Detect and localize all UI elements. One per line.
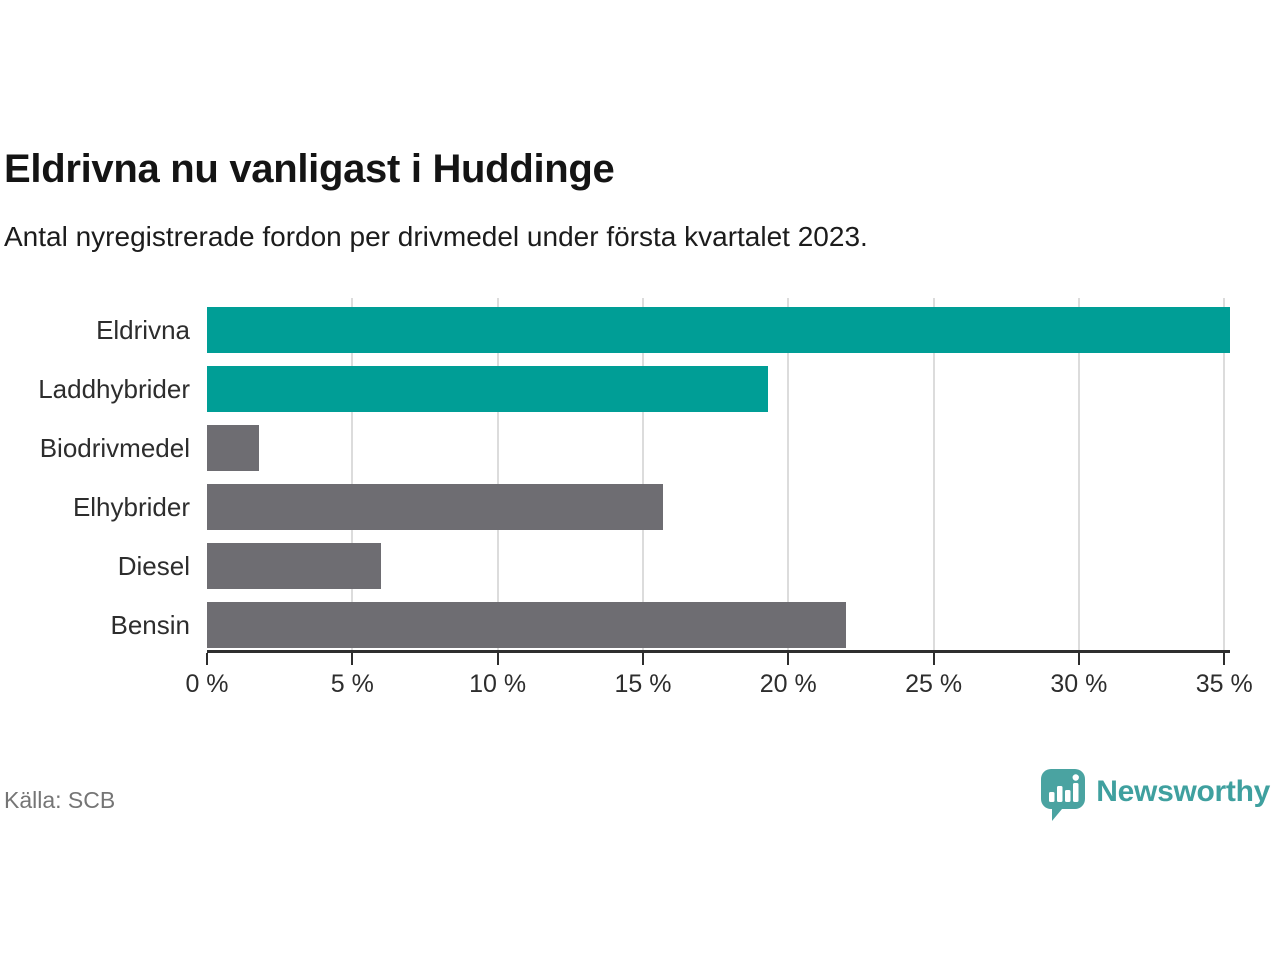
bar-row: Bensin [111,602,1230,648]
bars: Eldrivna Laddhybrider Biodrivmedel Elhybrid… [38,307,1230,648]
x-tick-label: 10 % [469,670,527,698]
x-tick-label: 0 % [185,670,229,698]
bar-row: Elhybrider [73,484,1230,530]
newsworthy-logo: Newsworthy [1040,768,1270,826]
x-tick [787,653,790,665]
gridline [496,298,499,650]
bar-row: Diesel [118,543,1230,589]
bar-elhybrider [207,484,664,530]
x-tick [206,653,208,665]
x-tick [1223,653,1226,665]
bar-laddhybrider [207,366,768,412]
bar-row: Laddhybrider [38,366,1230,412]
gridline [932,298,935,650]
category-label: Diesel [117,551,190,581]
category-label: Biodrivmedel [39,433,190,463]
newsworthy-logo-icon [1041,769,1086,821]
bar-bensin [207,602,847,648]
x-tick-label: 25 % [905,670,963,698]
newsworthy-logo-text: Newsworthy [1096,775,1270,808]
gridline [641,298,644,650]
x-axis: 0 % 5 % 10 % 15 % 20 % 25 % 30 % 35 % [185,653,1253,703]
x-tick-label: 5 % [330,670,374,698]
bar-row: Biodrivmedel [40,425,1230,471]
x-tick-label: 30 % [1050,670,1108,698]
category-label: Eldrivna [96,315,190,345]
plot-area: Eldrivna Laddhybrider Biodrivmedel Elhybrid… [38,298,1230,653]
gridline [1077,298,1080,650]
x-tick [351,653,354,665]
chart-subtitle: Antal nyregistrerade fordon per drivmede… [4,221,868,252]
x-tick [932,653,935,665]
x-tick-label: 35 % [1195,670,1253,698]
x-tick [641,653,644,665]
category-label: Laddhybrider [38,374,190,404]
gridline [1223,298,1226,650]
x-tick-label: 15 % [614,670,672,698]
bar-row: Eldrivna [96,307,1230,353]
bar-diesel [207,543,382,589]
x-tick [1077,653,1080,665]
gridline [787,298,790,650]
x-tick-label: 20 % [759,670,817,698]
source-note: Källa: SCB [4,787,116,813]
x-tick [496,653,499,665]
category-label: Bensin [110,610,191,640]
bar-eldrivna [207,307,1230,353]
chart-title: Eldrivna nu vanligast i Huddinge [4,147,615,191]
gridline [351,298,354,650]
category-label: Elhybrider [72,492,190,522]
bar-biodrivmedel [207,425,260,471]
